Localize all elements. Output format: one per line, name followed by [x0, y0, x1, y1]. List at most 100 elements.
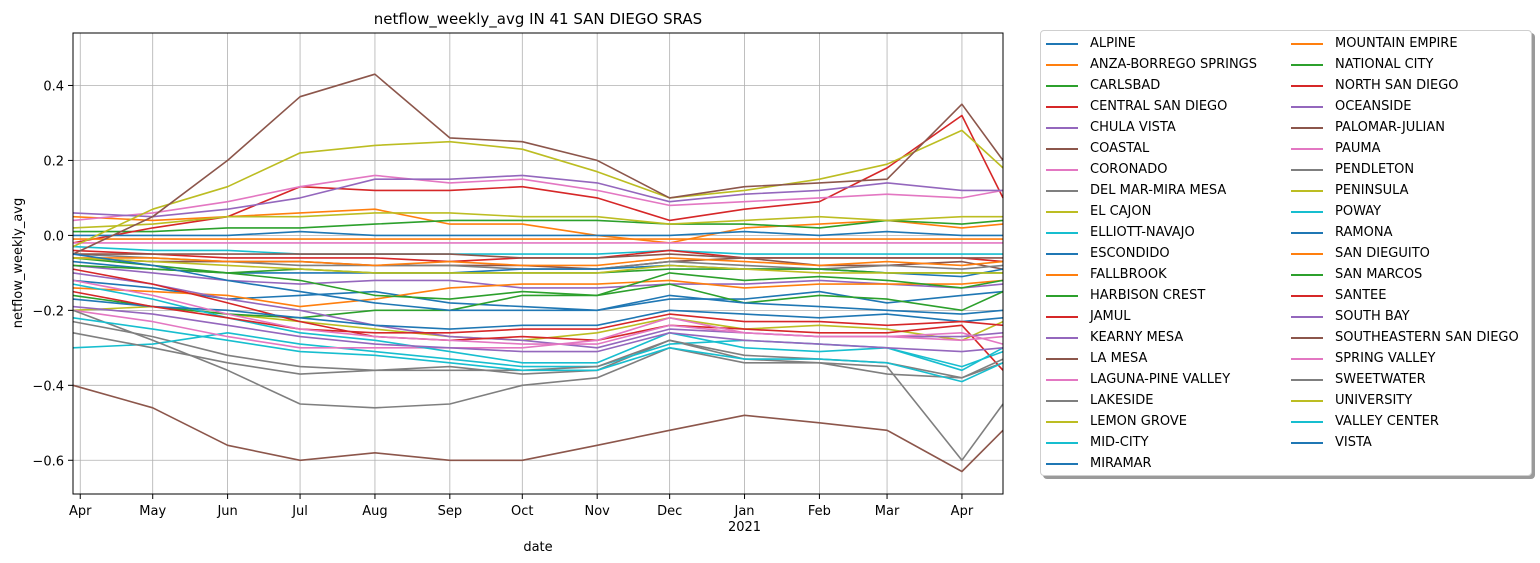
legend-label: NATIONAL CITY	[1335, 57, 1434, 72]
legend-label: EL CAJON	[1090, 204, 1152, 219]
legend-label: ESCONDIDO	[1090, 246, 1170, 261]
legend-label: LAKESIDE	[1090, 393, 1154, 408]
series-line-pendleton	[72, 309, 1004, 462]
legend-swatch	[1291, 336, 1323, 339]
series-line-lemon-grove	[72, 212, 1003, 229]
legend-item: JAMUL	[1041, 306, 1257, 327]
legend-swatch	[1046, 462, 1078, 465]
legend-swatch	[1291, 252, 1323, 255]
x-tick-label: Jun	[216, 504, 237, 519]
series-line-la-mesa	[73, 253, 1003, 259]
legend-swatch	[1291, 42, 1323, 45]
y-tick-label: 0.4	[43, 79, 64, 94]
legend-swatch	[1291, 357, 1323, 360]
legend-label: PALOMAR-JULIAN	[1335, 120, 1445, 135]
legend-label: VALLEY CENTER	[1335, 414, 1439, 429]
legend-label: KEARNY MESA	[1090, 330, 1184, 345]
legend-label: NORTH SAN DIEGO	[1335, 78, 1459, 93]
legend-swatch	[1291, 168, 1323, 171]
legend-swatch	[1046, 63, 1078, 66]
legend-swatch	[1291, 126, 1323, 129]
legend-swatch	[1046, 189, 1078, 192]
x-year-label: 2021	[728, 520, 761, 535]
legend-item: SPRING VALLEY	[1286, 348, 1519, 369]
legend-item: SAN DIEGUITO	[1286, 243, 1519, 264]
series-line-palomar-julian	[72, 384, 1004, 473]
legend-item: LAGUNA-PINE VALLEY	[1041, 369, 1257, 390]
series-line-alpine	[72, 279, 1004, 312]
legend-swatch	[1046, 336, 1078, 339]
legend-item: SOUTHEASTERN SAN DIEGO	[1286, 327, 1519, 348]
legend-swatch	[1291, 420, 1323, 423]
legend-item: CORONADO	[1041, 159, 1257, 180]
legend-swatch	[1046, 210, 1078, 213]
series-line-carlsbad	[73, 219, 1004, 233]
series-line-peninsula	[72, 129, 1004, 248]
legend-swatch	[1046, 273, 1078, 276]
legend-label: COASTAL	[1090, 141, 1150, 156]
legend-item: NATIONAL CITY	[1286, 54, 1519, 75]
legend-item: SOUTH BAY	[1286, 306, 1519, 327]
legend-item: MIRAMAR	[1041, 453, 1257, 474]
legend-swatch	[1046, 420, 1078, 423]
legend-swatch	[1046, 441, 1078, 444]
legend-label: SANTEE	[1335, 288, 1387, 303]
series-line-valley-center	[72, 317, 1004, 383]
chart-title: netflow_weekly_avg IN 41 SAN DIEGO SRAS	[374, 10, 702, 29]
legend-swatch	[1046, 147, 1078, 150]
x-tick-label: Jul	[291, 504, 308, 519]
legend-label: JAMUL	[1090, 309, 1131, 324]
legend-item: LAKESIDE	[1041, 390, 1257, 411]
legend-item: ALPINE	[1041, 33, 1257, 54]
legend-label: LAGUNA-PINE VALLEY	[1090, 372, 1231, 387]
series-line-jamul	[72, 249, 1004, 263]
legend-label: CHULA VISTA	[1090, 120, 1176, 135]
legend-swatch	[1046, 168, 1078, 171]
legend-label: MOUNTAIN EMPIRE	[1335, 36, 1458, 51]
legend-item: SAN MARCOS	[1286, 264, 1519, 285]
legend-label: VISTA	[1335, 435, 1372, 450]
legend-item: OCEANSIDE	[1286, 96, 1519, 117]
legend-item: FALLBROOK	[1041, 264, 1257, 285]
legend-swatch	[1046, 42, 1078, 45]
legend-item: PALOMAR-JULIAN	[1286, 117, 1519, 138]
x-tick-label: Aug	[362, 504, 387, 519]
y-tick-label: −0.6	[32, 454, 64, 469]
legend-swatch	[1291, 105, 1323, 108]
series-line-national-city	[72, 257, 1004, 300]
legend-item: MOUNTAIN EMPIRE	[1286, 33, 1519, 54]
legend-label: FALLBROOK	[1090, 267, 1167, 282]
legend-item: UNIVERSITY	[1286, 390, 1519, 411]
legend-column: ALPINE ANZA-BORREGO SPRINGS CARLSBAD CENTRA…	[1041, 33, 1257, 474]
legend-item: DEL MAR-MIRA MESA	[1041, 180, 1257, 201]
legend-label: CENTRAL SAN DIEGO	[1090, 99, 1228, 114]
legend-item: POWAY	[1286, 201, 1519, 222]
legend-label: ANZA-BORREGO SPRINGS	[1090, 57, 1258, 72]
y-tick-label: −0.2	[32, 304, 64, 319]
series-line-university	[72, 257, 1003, 274]
legend-label: MID-CITY	[1090, 435, 1149, 450]
legend-label: POWAY	[1335, 204, 1382, 219]
legend-label: SAN DIEGUITO	[1335, 246, 1430, 261]
legend-item: KEARNY MESA	[1041, 327, 1257, 348]
legend-swatch	[1291, 273, 1323, 276]
legend-item: COASTAL	[1041, 138, 1257, 159]
legend-label: LEMON GROVE	[1090, 414, 1187, 429]
legend-swatch	[1291, 294, 1323, 297]
legend-label: ELLIOTT-NAVAJO	[1090, 225, 1195, 240]
x-tick-label: Oct	[511, 504, 533, 519]
y-tick-label: −0.4	[32, 379, 64, 394]
legend-item: ANZA-BORREGO SPRINGS	[1041, 54, 1257, 75]
legend-swatch	[1046, 231, 1078, 234]
legend-swatch	[1291, 147, 1323, 150]
legend-label: SAN MARCOS	[1335, 267, 1423, 282]
series-line-laguna-pine-valley	[72, 174, 1004, 222]
legend-label: RAMONA	[1335, 225, 1393, 240]
x-axis: Apr May Jun Jul Aug Sep Oct Nov Dec Jan Feb Mar Apr 2…	[69, 494, 974, 535]
series-line-harbison-crest	[72, 283, 1004, 319]
legend-label: ALPINE	[1090, 36, 1136, 51]
legend-label: OCEANSIDE	[1335, 99, 1412, 114]
legend-label: LA MESA	[1090, 351, 1148, 366]
legend-item: EL CAJON	[1041, 201, 1257, 222]
legend-swatch	[1291, 189, 1323, 192]
